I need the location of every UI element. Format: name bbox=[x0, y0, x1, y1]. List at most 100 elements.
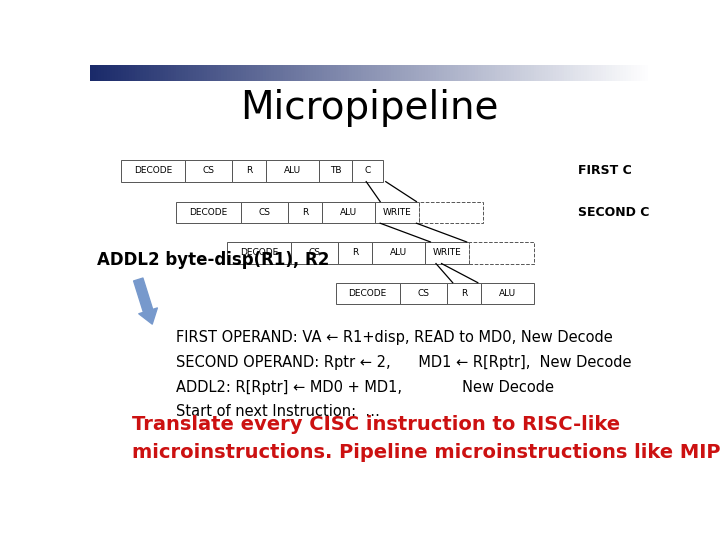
Bar bbox=[645, 65, 649, 80]
Bar bbox=[593, 65, 595, 80]
Bar bbox=[492, 65, 495, 80]
Text: CS: CS bbox=[202, 166, 215, 176]
Bar bbox=[210, 65, 213, 80]
Bar bbox=[174, 65, 177, 80]
Bar bbox=[572, 65, 576, 80]
Bar bbox=[459, 65, 462, 80]
Bar bbox=[603, 65, 607, 80]
Bar bbox=[600, 65, 604, 80]
Bar bbox=[230, 65, 233, 80]
Bar bbox=[240, 201, 288, 223]
Text: C: C bbox=[364, 166, 371, 176]
Bar bbox=[508, 65, 512, 80]
Bar bbox=[341, 65, 344, 80]
Bar bbox=[405, 65, 409, 80]
Bar bbox=[132, 65, 135, 80]
Bar bbox=[112, 65, 116, 80]
Bar bbox=[336, 65, 339, 80]
Bar bbox=[483, 65, 487, 80]
Bar bbox=[135, 65, 138, 80]
Bar bbox=[584, 65, 588, 80]
Bar bbox=[154, 65, 158, 80]
Bar bbox=[536, 65, 540, 80]
Bar bbox=[310, 65, 314, 80]
Text: ALU: ALU bbox=[390, 248, 407, 257]
Bar bbox=[380, 65, 384, 80]
Bar bbox=[349, 65, 353, 80]
Bar bbox=[637, 65, 640, 80]
Bar bbox=[145, 65, 149, 80]
Bar bbox=[416, 65, 420, 80]
Bar bbox=[511, 65, 515, 80]
Bar bbox=[182, 65, 186, 80]
Text: R: R bbox=[302, 208, 308, 217]
Text: ALU: ALU bbox=[340, 208, 356, 217]
Bar bbox=[171, 65, 174, 80]
Bar bbox=[160, 65, 163, 80]
Bar bbox=[277, 65, 280, 80]
Bar bbox=[447, 282, 481, 305]
Bar bbox=[469, 242, 534, 264]
Bar bbox=[419, 65, 423, 80]
Bar bbox=[539, 65, 543, 80]
Bar bbox=[213, 65, 216, 80]
Bar bbox=[271, 65, 275, 80]
Bar bbox=[456, 65, 459, 80]
Bar bbox=[372, 65, 375, 80]
Bar bbox=[436, 65, 439, 80]
Bar bbox=[478, 65, 481, 80]
Bar bbox=[291, 242, 338, 264]
Bar bbox=[307, 65, 311, 80]
Bar bbox=[606, 65, 610, 80]
Bar bbox=[124, 65, 127, 80]
Bar bbox=[338, 65, 342, 80]
Bar bbox=[185, 65, 188, 80]
Bar bbox=[514, 65, 518, 80]
Bar bbox=[358, 65, 361, 80]
Bar bbox=[564, 65, 567, 80]
Bar bbox=[534, 65, 537, 80]
Bar bbox=[428, 65, 431, 80]
Bar bbox=[207, 65, 210, 80]
Bar bbox=[528, 65, 531, 80]
Bar bbox=[411, 65, 414, 80]
Bar bbox=[620, 65, 624, 80]
Bar bbox=[336, 282, 400, 305]
Bar bbox=[297, 65, 300, 80]
Bar bbox=[397, 65, 400, 80]
Text: DECODE: DECODE bbox=[348, 289, 387, 298]
Bar bbox=[567, 65, 570, 80]
Bar bbox=[313, 65, 317, 80]
Text: Start of next Instruction:  …: Start of next Instruction: … bbox=[176, 404, 380, 420]
Bar bbox=[377, 65, 381, 80]
Bar bbox=[109, 65, 113, 80]
Bar bbox=[400, 282, 447, 305]
Bar bbox=[575, 65, 579, 80]
Bar bbox=[288, 201, 322, 223]
Bar bbox=[556, 65, 559, 80]
Bar bbox=[361, 65, 364, 80]
Bar bbox=[545, 65, 548, 80]
Bar bbox=[347, 65, 350, 80]
Bar bbox=[202, 65, 205, 80]
Bar bbox=[322, 65, 325, 80]
Bar bbox=[486, 65, 490, 80]
Bar bbox=[344, 65, 347, 80]
Bar bbox=[204, 65, 208, 80]
Bar bbox=[266, 160, 319, 181]
Bar bbox=[324, 65, 328, 80]
Bar bbox=[143, 65, 146, 80]
Bar bbox=[520, 65, 523, 80]
Bar bbox=[263, 65, 266, 80]
Bar bbox=[99, 65, 102, 80]
Bar bbox=[252, 65, 255, 80]
Bar bbox=[227, 242, 291, 264]
Bar bbox=[224, 65, 228, 80]
Bar bbox=[319, 65, 322, 80]
Bar bbox=[578, 65, 582, 80]
Bar bbox=[107, 65, 110, 80]
Bar bbox=[129, 65, 132, 80]
Bar bbox=[218, 65, 222, 80]
Bar bbox=[316, 65, 320, 80]
Text: CS: CS bbox=[258, 208, 271, 217]
